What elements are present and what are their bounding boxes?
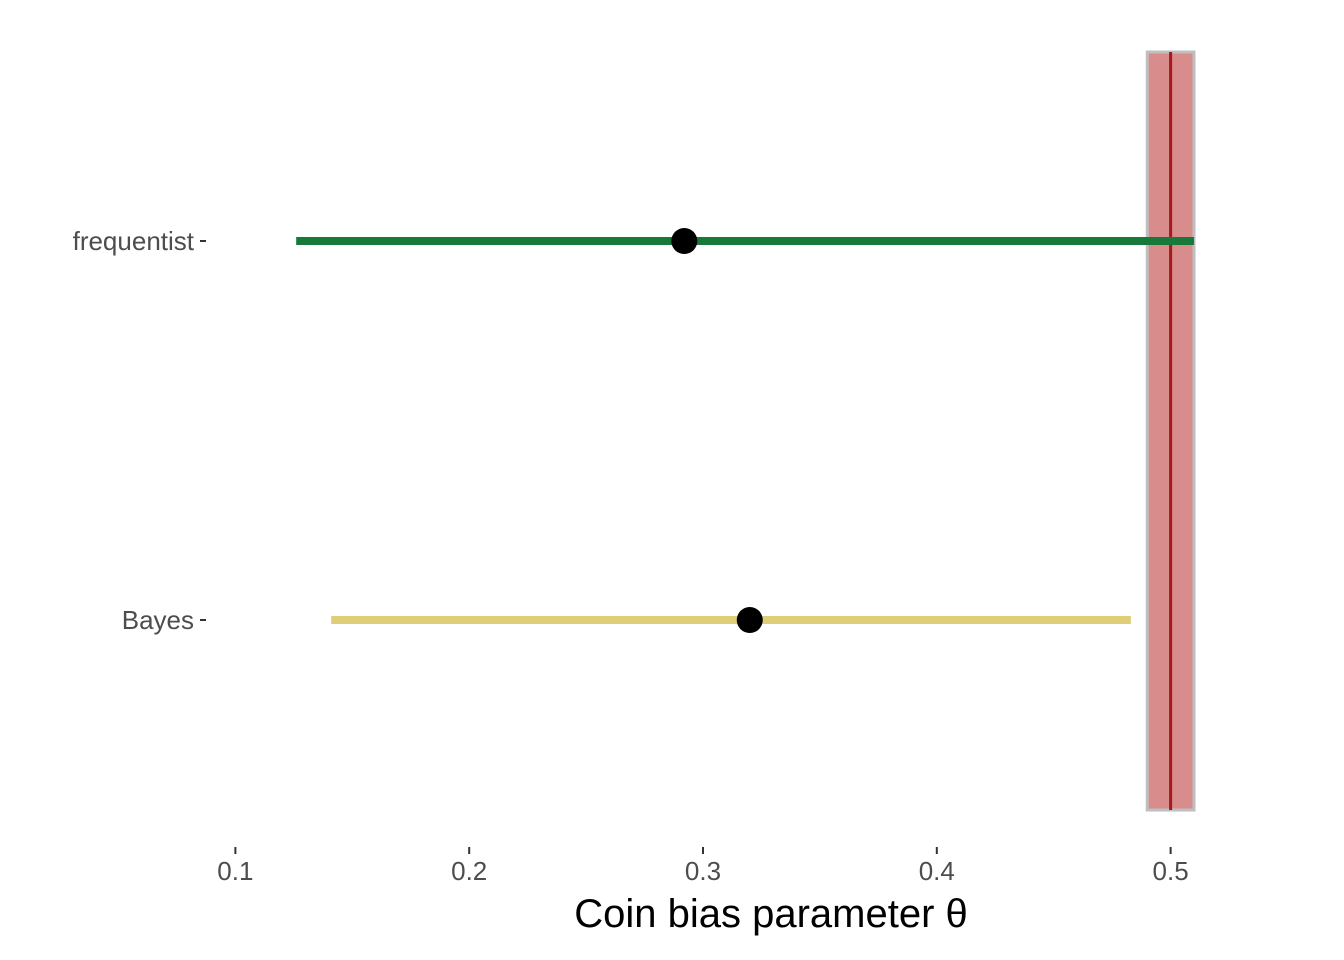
x-tick-label: 0.3 (685, 856, 721, 886)
estimate-point-bayes (736, 607, 763, 633)
x-tick-label: 0.1 (217, 856, 253, 886)
x-tick-label: 0.5 (1153, 856, 1189, 886)
estimate-point-frequentist (671, 228, 698, 254)
y-tick-label: frequentist (73, 226, 195, 256)
x-axis-title: Coin bias parameter θ (574, 892, 968, 936)
y-tick-label: Bayes (122, 605, 194, 635)
x-tick-label: 0.4 (919, 856, 955, 886)
x-tick-label: 0.2 (451, 856, 487, 886)
